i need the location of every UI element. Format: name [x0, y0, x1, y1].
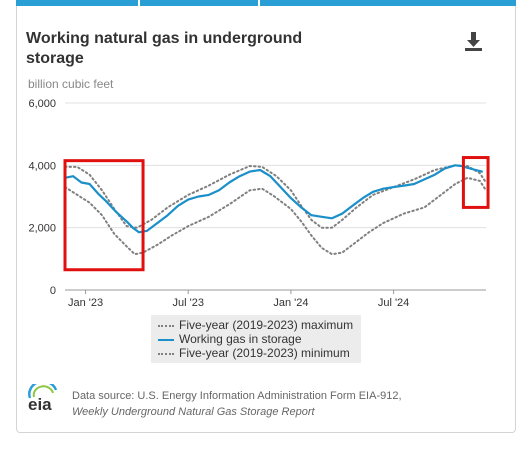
- tab-3[interactable]: [260, 0, 516, 6]
- series-group: [63, 164, 487, 256]
- highlight-box-left: [63, 159, 145, 272]
- legend-swatch-storage: [158, 339, 174, 341]
- x-tick-label: Jan '23: [68, 297, 103, 309]
- legend-swatch-maximum: [158, 325, 174, 327]
- legend-label-minimum: Five-year (2019-2023) minimum: [179, 346, 350, 360]
- y-tick-label: 6,000: [28, 98, 56, 110]
- download-icon-graphic: [465, 32, 482, 51]
- top-tab-bar: [16, 0, 516, 6]
- eia-logo-text: eia: [28, 395, 52, 412]
- highlight-boxes: [63, 156, 490, 272]
- download-icon[interactable]: [462, 30, 486, 52]
- legend-swatch-minimum: [158, 353, 174, 355]
- tab-1[interactable]: [16, 0, 138, 6]
- x-tick-label: Jan '24: [273, 297, 308, 309]
- source-line-1: Data source: U.S. Energy Information Adm…: [72, 390, 402, 402]
- chart-legend: Five-year (2019-2023) maximum Working ga…: [151, 315, 361, 363]
- tab-2[interactable]: [140, 0, 258, 6]
- eia-logo-graphic: eia: [28, 380, 58, 414]
- y-tick-label: 2,000: [28, 223, 56, 235]
- source-report-title: Weekly Underground Natural Gas Storage R…: [72, 406, 315, 418]
- series-line-maximum: [64, 164, 487, 229]
- chart-title: Working natural gas in underground stora…: [26, 30, 303, 67]
- y-tick-label: 4,000: [28, 160, 56, 172]
- highlight-box-right: [461, 156, 490, 209]
- series-line-minimum: [64, 176, 487, 256]
- eia-logo: eia: [26, 380, 64, 414]
- legend-label-storage: Working gas in storage: [179, 332, 302, 346]
- data-source: Data source: U.S. Energy Information Adm…: [72, 388, 402, 420]
- source-line-2: Weekly Underground Natural Gas Storage R…: [72, 404, 402, 420]
- x-tick-label: Jul '23: [172, 297, 203, 309]
- series-line-storage: [63, 164, 483, 234]
- y-axis-label: billion cubic feet: [28, 77, 114, 91]
- legend-label-maximum: Five-year (2019-2023) maximum: [179, 318, 354, 332]
- y-tick-label: 0: [50, 285, 56, 297]
- axis-ticks: 0 2,000 4,000 6,000 Jan '23 Jul '23 Jan '24 Jul…: [28, 98, 409, 309]
- x-tick-label: Jul '24: [378, 297, 409, 309]
